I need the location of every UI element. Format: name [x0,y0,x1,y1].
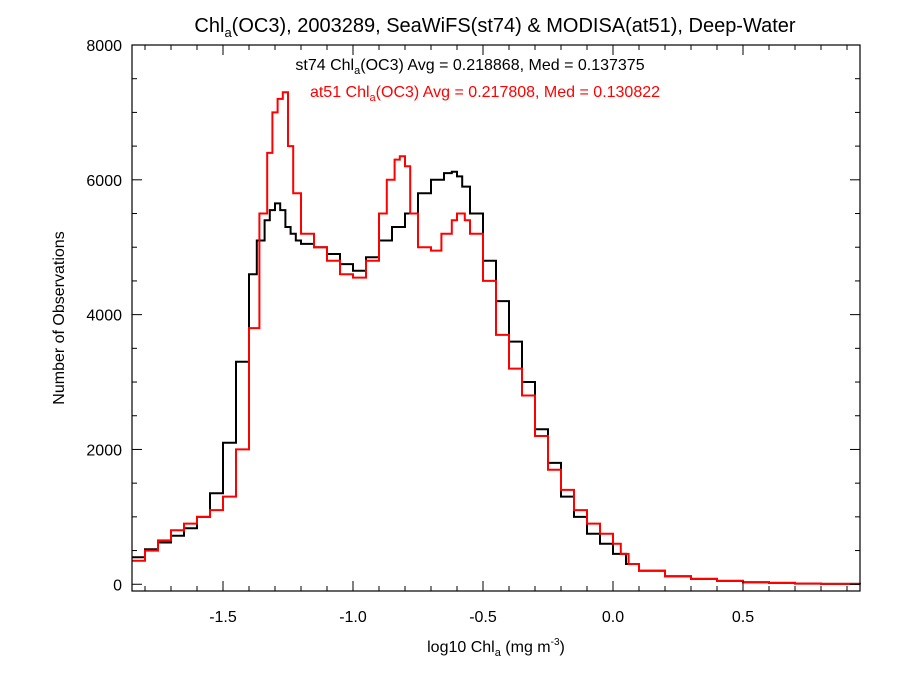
x-tick-label: 0.0 [602,609,624,626]
x-tick-label: 0.5 [732,609,754,626]
y-tick-label: 0 [113,577,122,594]
series-line-at51 [132,91,861,585]
x-tick-label: -0.5 [469,609,497,626]
y-tick-label: 2000 [86,442,122,459]
x-axis-label: log10 Chla (mg m-3) [427,637,565,659]
annotation-at51: at51 Chla(OC3) Avg = 0.217808, Med = 0.1… [310,84,660,104]
chart-title: Chla(OC3), 2003289, SeaWiFS(st74) & MODI… [194,15,795,40]
y-tick-label: 8000 [86,38,122,55]
y-tick-label: 6000 [86,173,122,190]
series-line-st74 [132,170,861,585]
y-axis-label: Number of Observations [51,231,68,404]
x-tick-label: -1.5 [209,609,237,626]
x-tick-label: -1.0 [339,609,367,626]
axis-ticks: -1.5 -1.0 -0.5 0.0 0.5 0 2000 4000 6000 8000 [86,38,860,626]
annotation-st74: st74 Chla(OC3) Avg = 0.218868, Med = 0.1… [295,57,644,77]
plot-frame [131,44,861,592]
y-tick-label: 4000 [86,308,122,325]
